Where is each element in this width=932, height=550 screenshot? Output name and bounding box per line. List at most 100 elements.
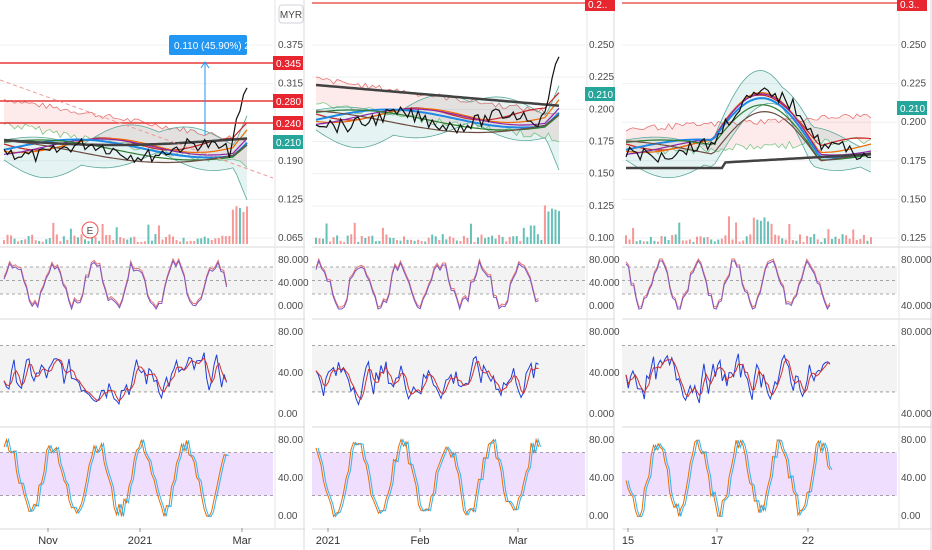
chart-panel-right: 0.250 0.225 0.200 0.175 0.150 0.125 0.3.. 0.210…	[622, 0, 932, 550]
volume-bar	[3, 240, 5, 244]
volume-bar	[484, 238, 487, 244]
oscillator-axis-label: 0.00	[589, 511, 609, 522]
volume-bar	[494, 238, 497, 244]
volume-bar	[866, 240, 869, 244]
price-line	[625, 87, 872, 164]
measure-arrow-icon	[200, 61, 210, 69]
volume-bar	[713, 241, 716, 244]
volume-bar	[550, 208, 553, 244]
volume-bar	[459, 240, 462, 244]
volume-bar	[242, 211, 245, 244]
volume-bar	[69, 228, 72, 244]
price-badge-label: 0.2..	[588, 0, 607, 11]
volume-bar	[667, 240, 670, 244]
currency-button[interactable]	[278, 4, 304, 24]
volume-bar	[388, 237, 391, 244]
volume-bar	[558, 210, 560, 244]
volume-bar	[129, 237, 132, 244]
volume-bar	[126, 239, 129, 244]
volume-bar	[720, 238, 723, 244]
price-line	[315, 56, 560, 135]
oscillator-axis-label: 0.000	[589, 301, 614, 312]
oscillator-axis-label: 80.000	[901, 255, 932, 266]
volume-bar	[838, 238, 841, 244]
price-badge-label: 0.240	[276, 119, 301, 130]
volume-bar	[62, 236, 65, 244]
price-badge	[897, 101, 927, 115]
volume-bar	[246, 206, 248, 244]
volume-bar	[848, 238, 851, 244]
volume-bar	[378, 240, 381, 244]
price-badge-label: 0.210	[276, 138, 301, 149]
cloud-span-a	[625, 113, 872, 132]
price-badge-label: 0.210	[588, 90, 613, 101]
time-axis-label: Feb	[411, 535, 430, 547]
volume-bar	[529, 225, 532, 244]
volume-bar	[448, 236, 451, 244]
volume-bar	[649, 236, 652, 244]
volume-bar	[710, 239, 713, 244]
volume-bar	[165, 236, 167, 244]
volume-bar	[350, 234, 353, 244]
volume-bar	[143, 241, 146, 244]
stochastic-d-line	[315, 360, 539, 401]
oscillator-axis-label: 80.00	[278, 435, 303, 446]
volume-bar	[417, 239, 420, 244]
price-axis-label: 0.150	[901, 194, 926, 205]
price-axis-label: 0.065	[278, 233, 303, 244]
oscillator-axis-label: 80.000	[278, 255, 309, 266]
moving-average-line	[3, 137, 248, 156]
volume-bar	[795, 240, 798, 244]
volume-bar	[870, 237, 872, 244]
stochastic-k-line	[315, 355, 539, 407]
volume-bar	[781, 238, 784, 244]
volume-bar	[31, 234, 34, 244]
ichimoku-cloud	[4, 99, 247, 168]
volume-bar	[688, 239, 691, 244]
oscillator-axis-label: 0.00	[278, 511, 298, 522]
volume-bar	[508, 236, 511, 244]
volume-bar	[186, 241, 189, 244]
oscillator-axis-label: 40.000	[589, 368, 620, 379]
volume-bar	[806, 235, 809, 244]
volume-bar	[731, 239, 734, 244]
price-badge	[273, 56, 303, 70]
volume-bar	[115, 227, 118, 244]
volume-bar	[52, 222, 55, 244]
volume-bar	[339, 240, 342, 244]
time-axis-label: 2021	[316, 535, 340, 547]
oscillator-axis-label: 40.00	[278, 473, 303, 484]
volume-bar	[664, 236, 667, 244]
volume-bar	[332, 237, 335, 244]
price-axis-label: 0.200	[901, 117, 926, 128]
volume-bar	[491, 235, 494, 244]
price-axis-label: 0.225	[589, 72, 614, 83]
time-axis-label: Mar	[233, 535, 252, 547]
price-axis-label: 0.375	[278, 40, 303, 51]
oscillator-band	[0, 345, 273, 392]
volume-bar	[76, 237, 79, 244]
moving-average-line	[625, 110, 872, 162]
volume-bar	[168, 234, 171, 244]
rsi-signal-line	[625, 258, 831, 309]
oscillator-axis-label: 80.00	[278, 327, 303, 338]
volume-bar	[403, 236, 406, 244]
volume-bar	[671, 235, 674, 244]
price-badge	[273, 135, 303, 149]
volume-bar	[445, 239, 448, 244]
volume-bar	[533, 225, 536, 244]
volume-bar	[522, 227, 525, 244]
oscillator-axis-label: 40.000	[901, 409, 932, 420]
price-badge-label: 0.345	[276, 59, 301, 70]
moving-average-line	[315, 110, 560, 134]
volume-bar	[207, 238, 210, 244]
volume-bar	[203, 236, 206, 244]
volume-bar	[727, 216, 730, 244]
cloud-span-a	[3, 98, 248, 144]
cloud-span-b	[625, 136, 872, 155]
volume-bar	[140, 241, 143, 244]
time-axis-label: 17	[711, 535, 723, 547]
rsi-line	[315, 259, 539, 311]
oscillator-axis-label: 40.000	[589, 278, 620, 289]
volume-bar	[554, 209, 557, 244]
